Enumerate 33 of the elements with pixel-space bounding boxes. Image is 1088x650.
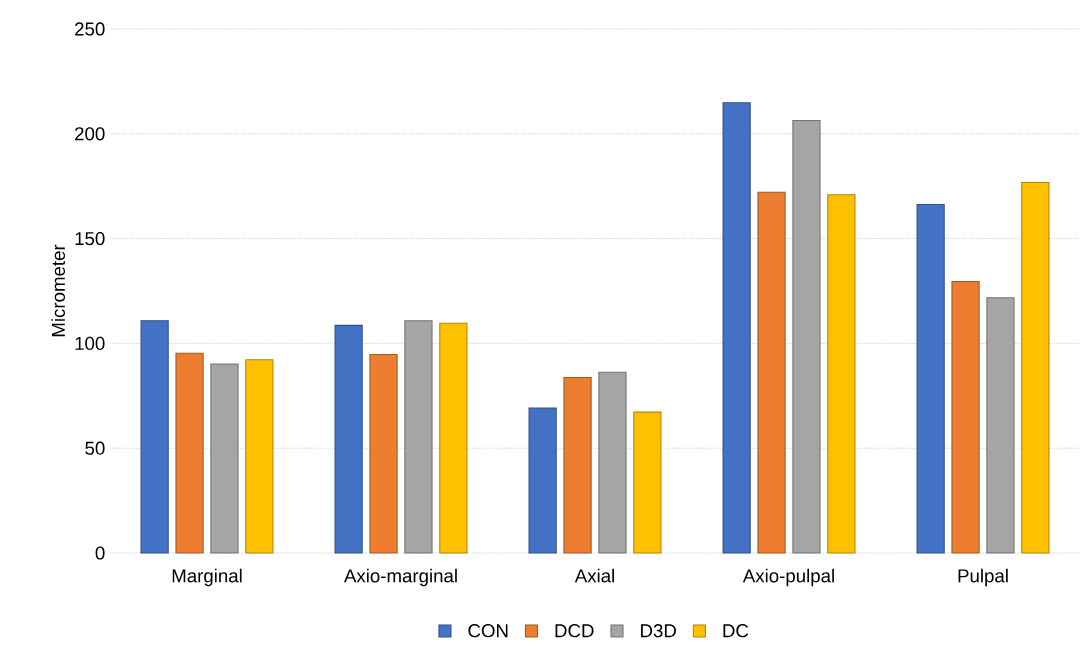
bar <box>1021 181 1050 554</box>
y-tick-label: 100 <box>75 336 105 351</box>
legend-label: D3D <box>641 624 676 638</box>
bar <box>951 281 980 554</box>
bar <box>140 320 169 554</box>
bar <box>757 191 786 554</box>
y-tick-label: 150 <box>75 231 105 246</box>
legend-label: CON <box>468 624 508 638</box>
bar <box>404 320 433 554</box>
y-axis-title: Micrometer <box>51 244 65 337</box>
legend-label: DCD <box>555 624 594 638</box>
bar <box>528 407 557 554</box>
y-tick-label: 0 <box>95 546 105 560</box>
y-tick-label: 200 <box>75 127 105 141</box>
bar <box>210 363 239 554</box>
bar <box>722 102 751 554</box>
bar <box>369 353 398 554</box>
x-tick-label: Axial <box>574 568 614 583</box>
bar <box>916 203 945 554</box>
bar <box>827 194 856 554</box>
bar <box>633 411 662 554</box>
x-tick-label: Axio-pulpal <box>742 568 834 587</box>
x-tick-label: Marginal <box>172 568 242 587</box>
bar <box>439 322 468 554</box>
bar <box>175 352 204 554</box>
bar <box>334 324 363 554</box>
bar <box>245 359 274 554</box>
legend-label: DC <box>723 624 749 638</box>
x-tick-label: Pulpal <box>958 568 1008 587</box>
bar <box>563 377 592 554</box>
y-tick-label: 250 <box>75 22 105 36</box>
y-tick-label: 50 <box>85 441 105 455</box>
x-tick-label: Axio-marginal <box>343 568 457 587</box>
